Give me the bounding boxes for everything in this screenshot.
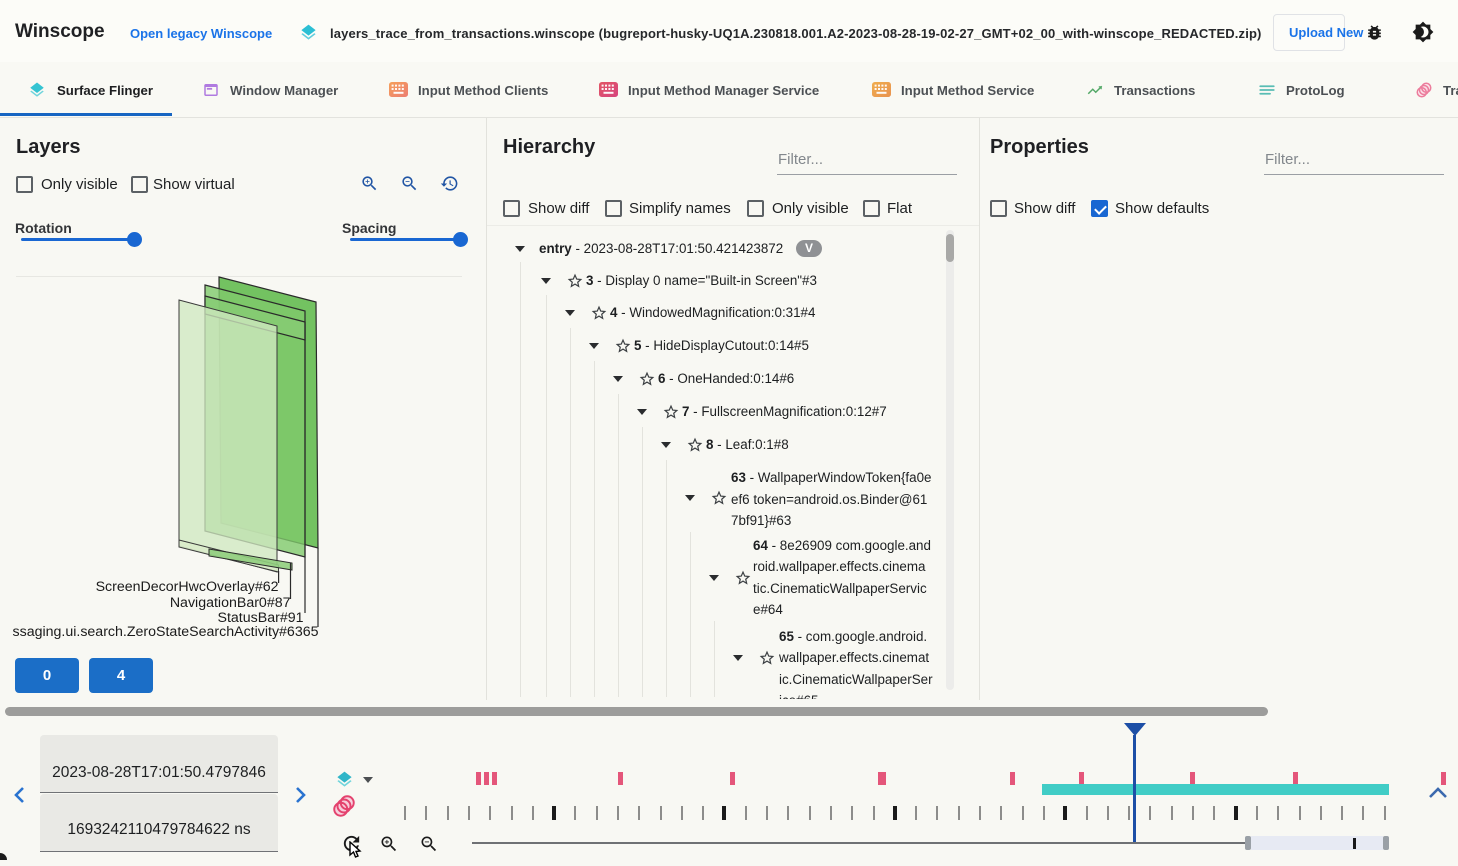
svg-text:StatusBar#91: StatusBar#91: [218, 610, 304, 626]
svg-text:NavigationBar0#87: NavigationBar0#87: [170, 595, 291, 611]
svg-text:ScreenDecorHwcOverlay#62: ScreenDecorHwcOverlay#62: [96, 579, 279, 595]
svg-text:ssaging.ui.search.ZeroStateSea: ssaging.ui.search.ZeroStateSearchActivit…: [13, 624, 319, 640]
